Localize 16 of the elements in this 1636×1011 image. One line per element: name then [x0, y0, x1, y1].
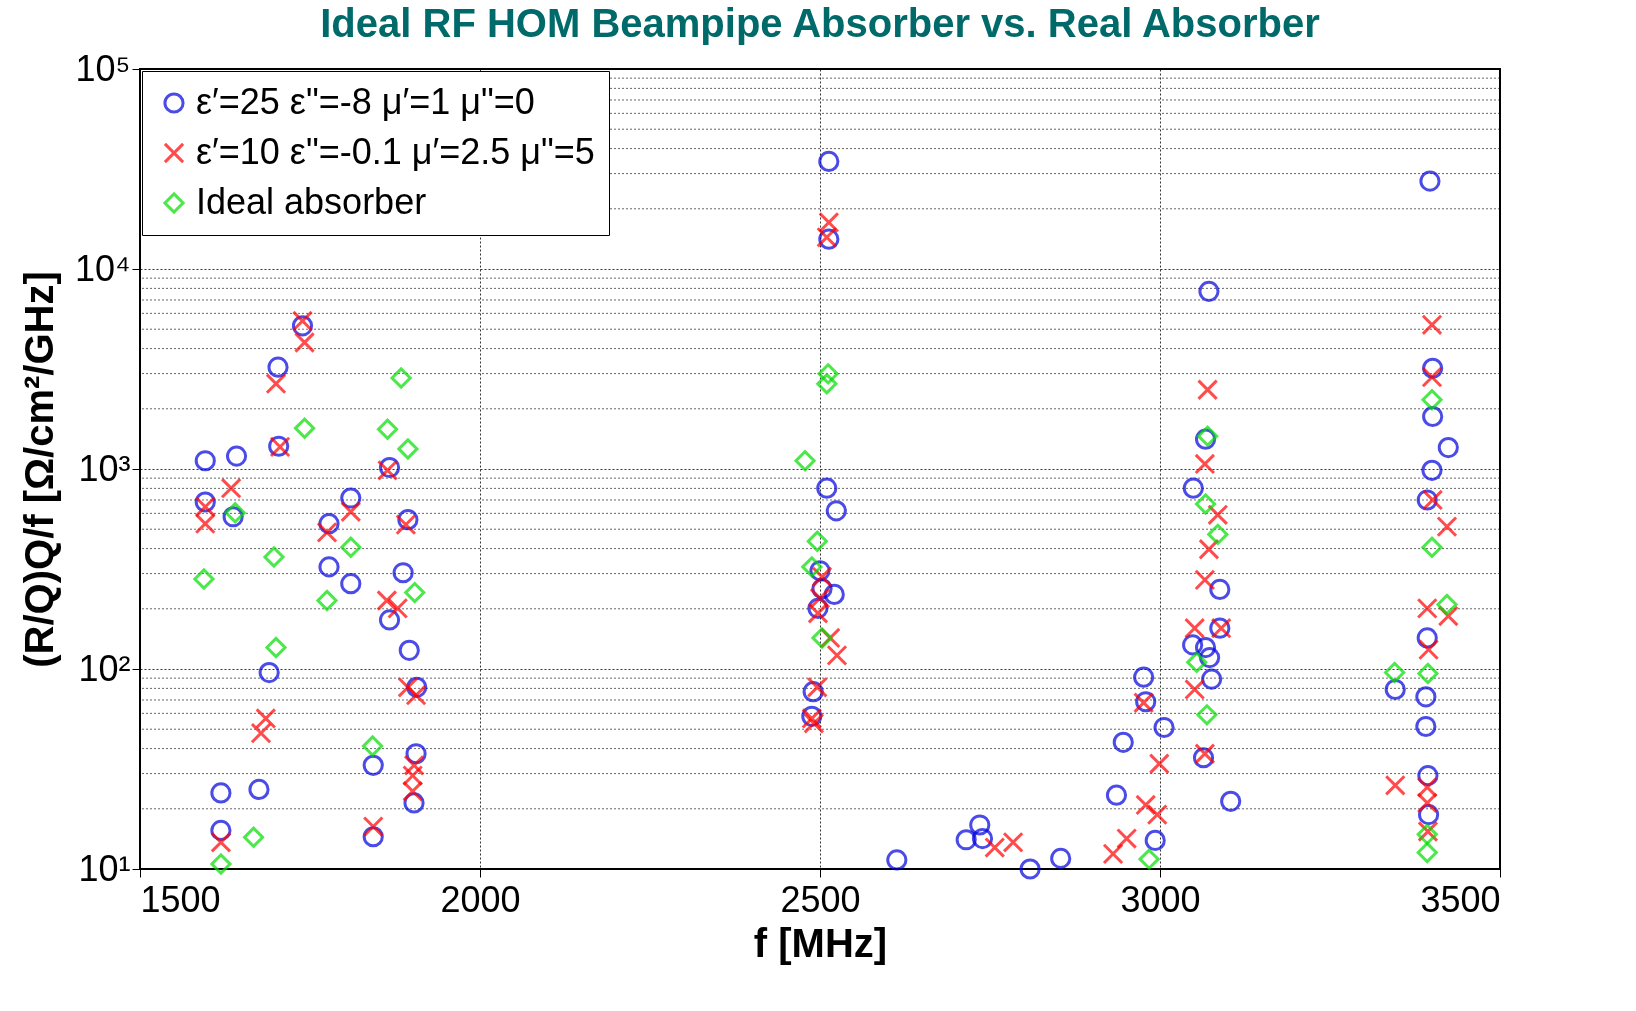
legend-label: ε′=25 ε"=-8 μ′=1 μ"=0 [196, 81, 535, 122]
y-tick-label: 10² [78, 647, 131, 689]
y-tick-label: 10¹ [78, 847, 131, 889]
chart-title: Ideal RF HOM Beampipe Absorber vs. Real Absorber [320, 1, 1320, 45]
y-tick-label: 10⁴ [74, 247, 131, 289]
legend-label: ε′=10 ε"=-0.1 μ′=2.5 μ"=5 [196, 131, 595, 172]
x-axis-title: f [MHz] [753, 920, 888, 965]
legend-label: Ideal absorber [196, 181, 427, 222]
y-tick-label: 10⁵ [75, 47, 131, 89]
x-tick-label: 2000 [440, 878, 521, 920]
y-axis-title: (R/Q)Q/f [Ω/cm²/GHz] [16, 271, 61, 668]
x-tick-label: 1500 [140, 878, 221, 920]
x-tick-label: 3500 [1420, 878, 1501, 920]
x-tick-label: 2500 [780, 878, 861, 920]
x-tick-label: 3000 [1120, 878, 1201, 920]
y-tick-label: 10³ [78, 447, 131, 489]
